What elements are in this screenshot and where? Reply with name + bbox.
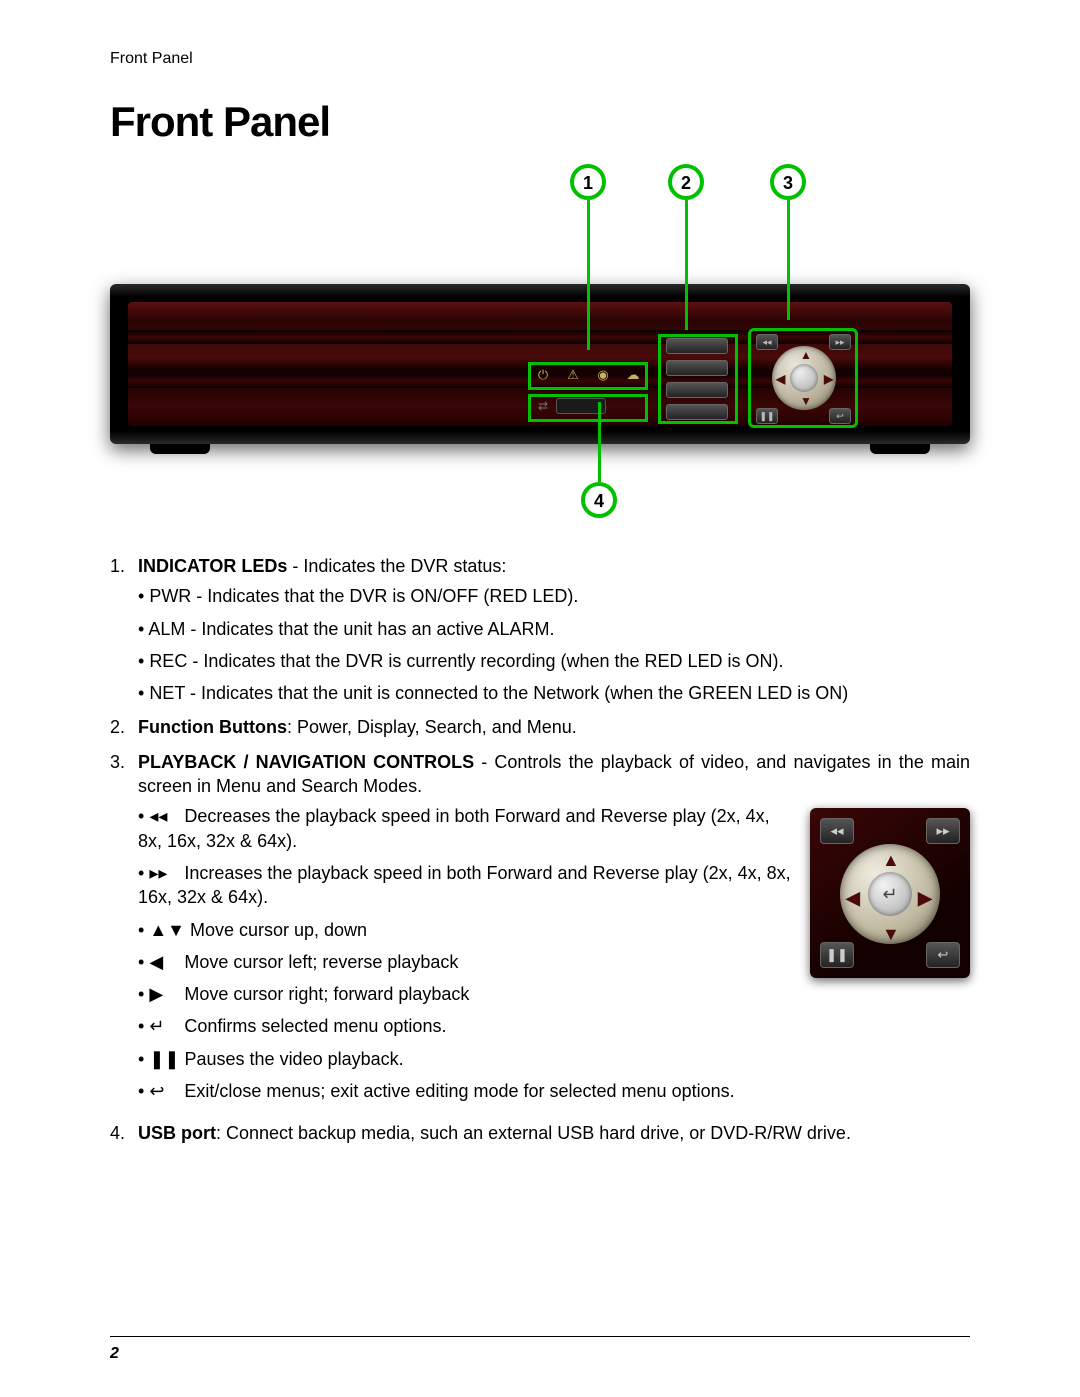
- description-list: 1. INDICATOR LEDs - Indicates the DVR st…: [110, 554, 970, 1146]
- ctrl-text: Pauses the video playback.: [185, 1049, 404, 1069]
- device-foot: [870, 444, 930, 454]
- ctrl-text: Move cursor left; reverse playback: [184, 952, 458, 972]
- return-icon: ↩: [149, 1079, 179, 1103]
- right-icon: ▶: [149, 982, 179, 1006]
- running-header: Front Panel: [110, 50, 970, 68]
- highlight-nav-controls: [748, 328, 858, 428]
- nav-down-icon[interactable]: ▼: [882, 922, 900, 946]
- led-pwr: PWR - Indicates that the DVR is ON/OFF (…: [138, 584, 970, 608]
- footer-rule: [110, 1336, 970, 1337]
- led-alm: ALM - Indicates that the unit has an act…: [138, 617, 970, 641]
- highlight-leds: [528, 362, 648, 390]
- ctrl-text: Decreases the playback speed in both For…: [138, 806, 770, 850]
- ctrl-text: Confirms selected menu options.: [184, 1016, 446, 1036]
- enter-icon: ↵: [149, 1014, 179, 1038]
- ctrl-pause: ❚❚ Pauses the video playback.: [138, 1047, 970, 1071]
- left-icon: ◀: [149, 950, 179, 974]
- rewind-button[interactable]: ◂◂: [820, 818, 854, 844]
- return-button[interactable]: ↩: [926, 942, 960, 968]
- item-number: 4.: [110, 1121, 132, 1145]
- callout-3: 3: [770, 164, 806, 200]
- ctrl-text: Move cursor up, down: [190, 920, 367, 940]
- dvr-face: ⏻ ⚠ ◉ ☁ ⇄ ◂◂ ▸▸ ❚❚ ↩ ▲: [128, 302, 952, 426]
- led-rec: REC - Indicates that the DVR is currentl…: [138, 649, 970, 673]
- item-rest: : Power, Display, Search, and Menu.: [287, 717, 577, 737]
- item-function-buttons: 2. Function Buttons: Power, Display, Sea…: [110, 715, 970, 739]
- callout-4: 4: [581, 482, 617, 518]
- item-usb-port: 4. USB port: Connect backup media, such …: [110, 1121, 970, 1145]
- callout-2: 2: [668, 164, 704, 200]
- callout-line-1: [587, 200, 590, 350]
- highlight-usb: [528, 394, 648, 422]
- item-bold: PLAYBACK / NAVIGATION CONTROLS: [138, 752, 474, 772]
- callout-line-3: [787, 200, 790, 320]
- item-rest: - Indicates the DVR status:: [287, 556, 506, 576]
- pause-icon: ❚❚: [149, 1047, 179, 1071]
- item-bold: Function Buttons: [138, 717, 287, 737]
- item-bold: INDICATOR LEDs: [138, 556, 287, 576]
- highlight-function-buttons: [658, 334, 738, 424]
- up-down-icon: ▲▼: [149, 918, 185, 942]
- ctrl-return: ↩ Exit/close menus; exit active editing …: [138, 1079, 970, 1103]
- ctrl-enter: ↵ Confirms selected menu options.: [138, 1014, 970, 1038]
- item-playback-nav: 3. PLAYBACK / NAVIGATION CONTROLS - Cont…: [110, 750, 970, 1112]
- device-foot: [150, 444, 210, 454]
- nav-left-icon[interactable]: ◀: [846, 886, 860, 910]
- page-title: Front Panel: [110, 98, 970, 146]
- item-number: 2.: [110, 715, 132, 739]
- item-indicator-leds: 1. INDICATOR LEDs - Indicates the DVR st…: [110, 554, 970, 705]
- fast-forward-icon: ▸▸: [149, 861, 179, 885]
- ctrl-right: ▶ Move cursor right; forward playback: [138, 982, 970, 1006]
- item-number: 1.: [110, 554, 132, 578]
- item-rest: : Connect backup media, such an external…: [216, 1123, 851, 1143]
- item-number: 3.: [110, 750, 132, 799]
- rewind-icon: ◂◂: [149, 804, 179, 828]
- callout-line-4: [598, 402, 601, 482]
- dvr-device: ⏻ ⚠ ◉ ☁ ⇄ ◂◂ ▸▸ ❚❚ ↩ ▲: [110, 284, 970, 444]
- fast-forward-button[interactable]: ▸▸: [926, 818, 960, 844]
- callout-line-2: [685, 200, 688, 330]
- front-panel-figure: 1 2 3 4 ⏻ ⚠ ◉ ☁ ⇄: [110, 164, 970, 524]
- ctrl-text: Move cursor right; forward playback: [184, 984, 469, 1004]
- nav-right-icon[interactable]: ▶: [918, 886, 932, 910]
- nav-up-icon[interactable]: ▲: [882, 848, 900, 872]
- nav-pad-detail: ◂◂ ▸▸ ❚❚ ↩ ▲ ▼ ◀ ▶ ↵: [810, 808, 970, 978]
- callout-1: 1: [570, 164, 606, 200]
- ctrl-text: Increases the playback speed in both For…: [138, 863, 791, 907]
- pause-button[interactable]: ❚❚: [820, 942, 854, 968]
- item-bold: USB port: [138, 1123, 216, 1143]
- ctrl-text: Exit/close menus; exit active editing mo…: [184, 1081, 734, 1101]
- page-number: 2: [110, 1345, 119, 1363]
- led-net: NET - Indicates that the unit is connect…: [138, 681, 970, 705]
